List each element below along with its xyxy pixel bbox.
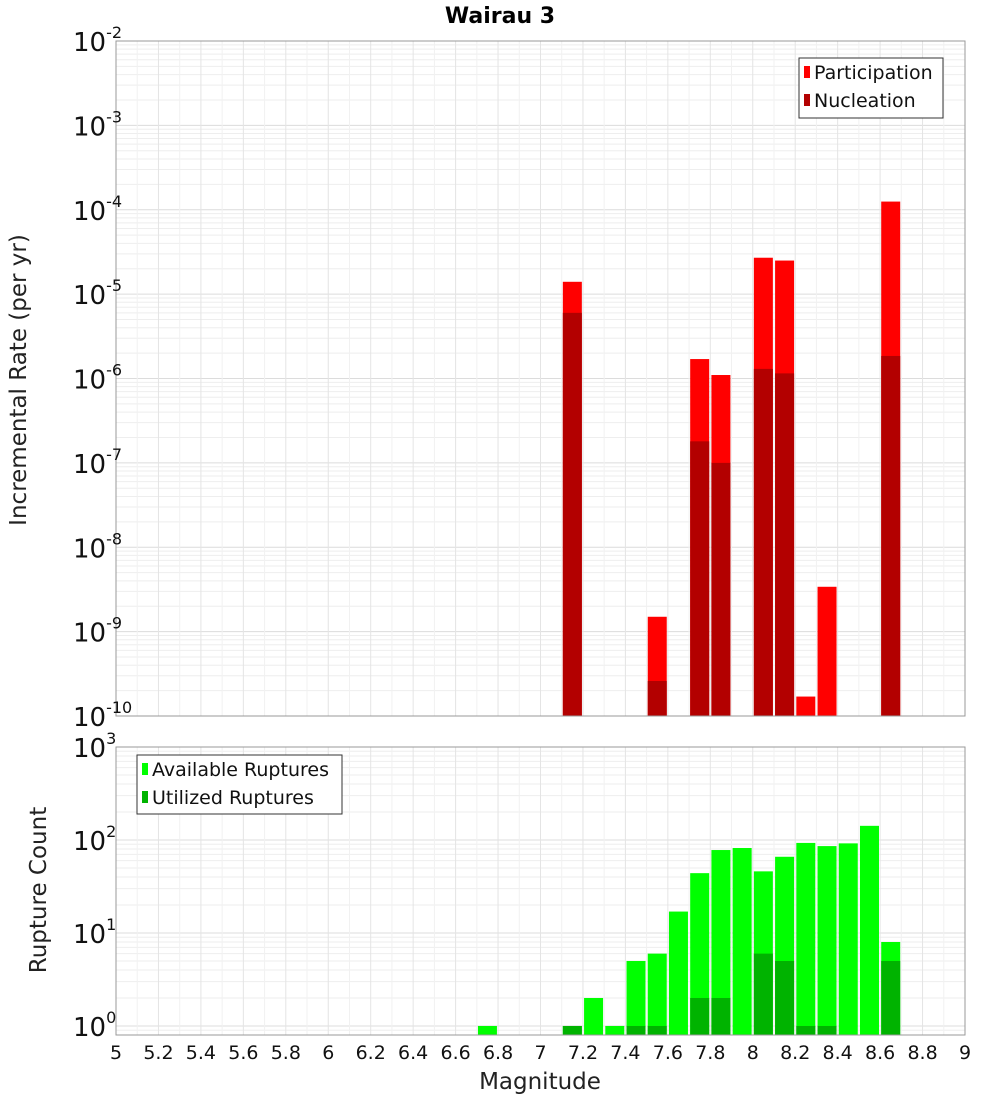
chart-title: Wairau 3: [445, 4, 555, 29]
rate-y-ticks: 10-10 10-9 10-8 10-7 10-6 10-5 10-4 10-3 10-2: [73, 23, 132, 733]
x-tick-label: 5.4: [186, 1042, 216, 1064]
rate-legend-label: Participation: [814, 62, 933, 84]
rate-y-tick-label: 10-10: [73, 698, 132, 733]
count-bar-utilized-ruptures: [817, 1025, 837, 1035]
count-bar-utilized-ruptures: [647, 1025, 667, 1035]
count-bar-available-ruptures: [732, 848, 752, 1035]
x-tick-label: 7.8: [695, 1042, 725, 1064]
count-bar-utilized-ruptures: [881, 960, 901, 1035]
x-tick-label: 7.4: [610, 1042, 640, 1064]
rate-bar-participation: [796, 696, 816, 716]
count-bar-utilized-ruptures: [775, 960, 795, 1035]
count-legend-label: Available Ruptures: [152, 759, 329, 781]
rate-y-tick-label: 10-2: [73, 23, 122, 58]
count-bar-available-ruptures: [796, 842, 816, 1035]
count-y-tick-label: 101: [73, 915, 116, 950]
x-tick-label: 8.8: [907, 1042, 937, 1064]
count-bar-available-ruptures: [859, 825, 879, 1035]
rate-bar-nucleation: [690, 441, 710, 716]
count-bars: [477, 825, 901, 1035]
x-axis-label: Magnitude: [479, 1069, 601, 1095]
count-bar-utilized-ruptures: [626, 1025, 646, 1035]
x-tick-label: 5.8: [271, 1042, 301, 1064]
rate-y-tick-label: 10-5: [73, 276, 122, 311]
rate-bar-nucleation: [881, 355, 901, 716]
count-bar-utilized-ruptures: [753, 953, 773, 1035]
rate-legend-swatch: [804, 66, 810, 78]
count-bar-available-ruptures: [584, 997, 604, 1035]
count-bar-available-ruptures: [690, 873, 710, 1035]
count-legend: Available Ruptures Utilized Ruptures: [136, 754, 343, 815]
rate-y-tick-label: 10-7: [73, 445, 122, 480]
x-ticks: 5 5.2 5.4 5.6 5.8 6 6.2 6.4 6.6 6.8 7 7.2 7.4 7.6 7.8 8…: [110, 1042, 971, 1064]
rupture-count-panel: 100 101 102 103 Available Ruptures Utilized R…: [73, 729, 971, 1064]
rate-bars: [562, 201, 901, 716]
x-tick-label: 8.6: [865, 1042, 895, 1064]
count-bar-available-ruptures: [838, 843, 858, 1035]
x-tick-label: 6.4: [398, 1042, 428, 1064]
top-y-axis-label: Incremental Rate (per yr): [6, 234, 32, 526]
rate-legend-box: [798, 57, 944, 119]
x-tick-label: 8.2: [780, 1042, 810, 1064]
rate-bar-nucleation: [647, 680, 667, 716]
count-bar-utilized-ruptures: [562, 1025, 582, 1035]
count-bar-available-ruptures: [711, 850, 731, 1035]
bottom-y-axis-label: Rupture Count: [26, 807, 52, 973]
count-legend-label: Utilized Ruptures: [152, 787, 314, 809]
count-bar-available-ruptures: [817, 846, 837, 1035]
count-bar-available-ruptures: [668, 911, 688, 1035]
count-legend-swatch: [142, 791, 148, 803]
rate-y-tick-label: 10-6: [73, 361, 122, 396]
count-frame: [115, 746, 966, 1036]
rate-legend-label: Nucleation: [814, 90, 916, 112]
rate-y-tick-label: 10-9: [73, 614, 122, 649]
count-bar-available-ruptures: [626, 960, 646, 1035]
rate-y-tick-label: 10-3: [73, 107, 122, 142]
rate-y-tick-label: 10-4: [73, 192, 122, 227]
count-y-tick-label: 103: [73, 729, 116, 764]
rate-panel: 10-10 10-9 10-8 10-7 10-6 10-5 10-4 10-3 10-2 Par…: [73, 23, 966, 733]
count-bar-utilized-ruptures: [711, 997, 731, 1035]
count-bar-available-ruptures: [605, 1025, 625, 1035]
x-tick-label: 6.6: [440, 1042, 470, 1064]
count-y-tick-label: 102: [73, 822, 116, 857]
rate-legend: Participation Nucleation: [798, 57, 944, 119]
count-bar-available-ruptures: [647, 953, 667, 1035]
rate-bar-nucleation: [753, 368, 773, 716]
x-tick-label: 8.4: [823, 1042, 853, 1064]
count-y-tick-label: 100: [73, 1008, 116, 1043]
count-legend-box: [136, 754, 343, 815]
rate-legend-swatch: [804, 94, 810, 106]
rate-bar-nucleation: [711, 462, 731, 716]
x-tick-label: 6.2: [356, 1042, 386, 1064]
rate-bar-participation: [817, 586, 837, 716]
x-tick-label: 8: [747, 1042, 759, 1064]
x-tick-label: 7.6: [653, 1042, 683, 1064]
rate-bar-nucleation: [562, 312, 582, 716]
count-bar-available-ruptures: [477, 1025, 497, 1035]
count-y-ticks: 100 101 102 103: [73, 729, 116, 1043]
count-legend-swatch: [142, 763, 148, 775]
rate-grid: [115, 40, 966, 717]
x-tick-label: 7: [534, 1042, 546, 1064]
x-tick-label: 6: [322, 1042, 334, 1064]
rate-bar-nucleation: [775, 373, 795, 716]
rate-y-tick-label: 10-8: [73, 529, 122, 564]
x-tick-label: 7.2: [568, 1042, 598, 1064]
x-tick-label: 5.2: [143, 1042, 173, 1064]
count-bar-utilized-ruptures: [690, 997, 710, 1035]
x-tick-label: 5: [110, 1042, 122, 1064]
rate-frame: [115, 40, 966, 717]
x-tick-label: 6.8: [483, 1042, 513, 1064]
x-tick-label: 9: [959, 1042, 971, 1064]
count-bar-utilized-ruptures: [796, 1025, 816, 1035]
x-tick-label: 5.6: [228, 1042, 258, 1064]
